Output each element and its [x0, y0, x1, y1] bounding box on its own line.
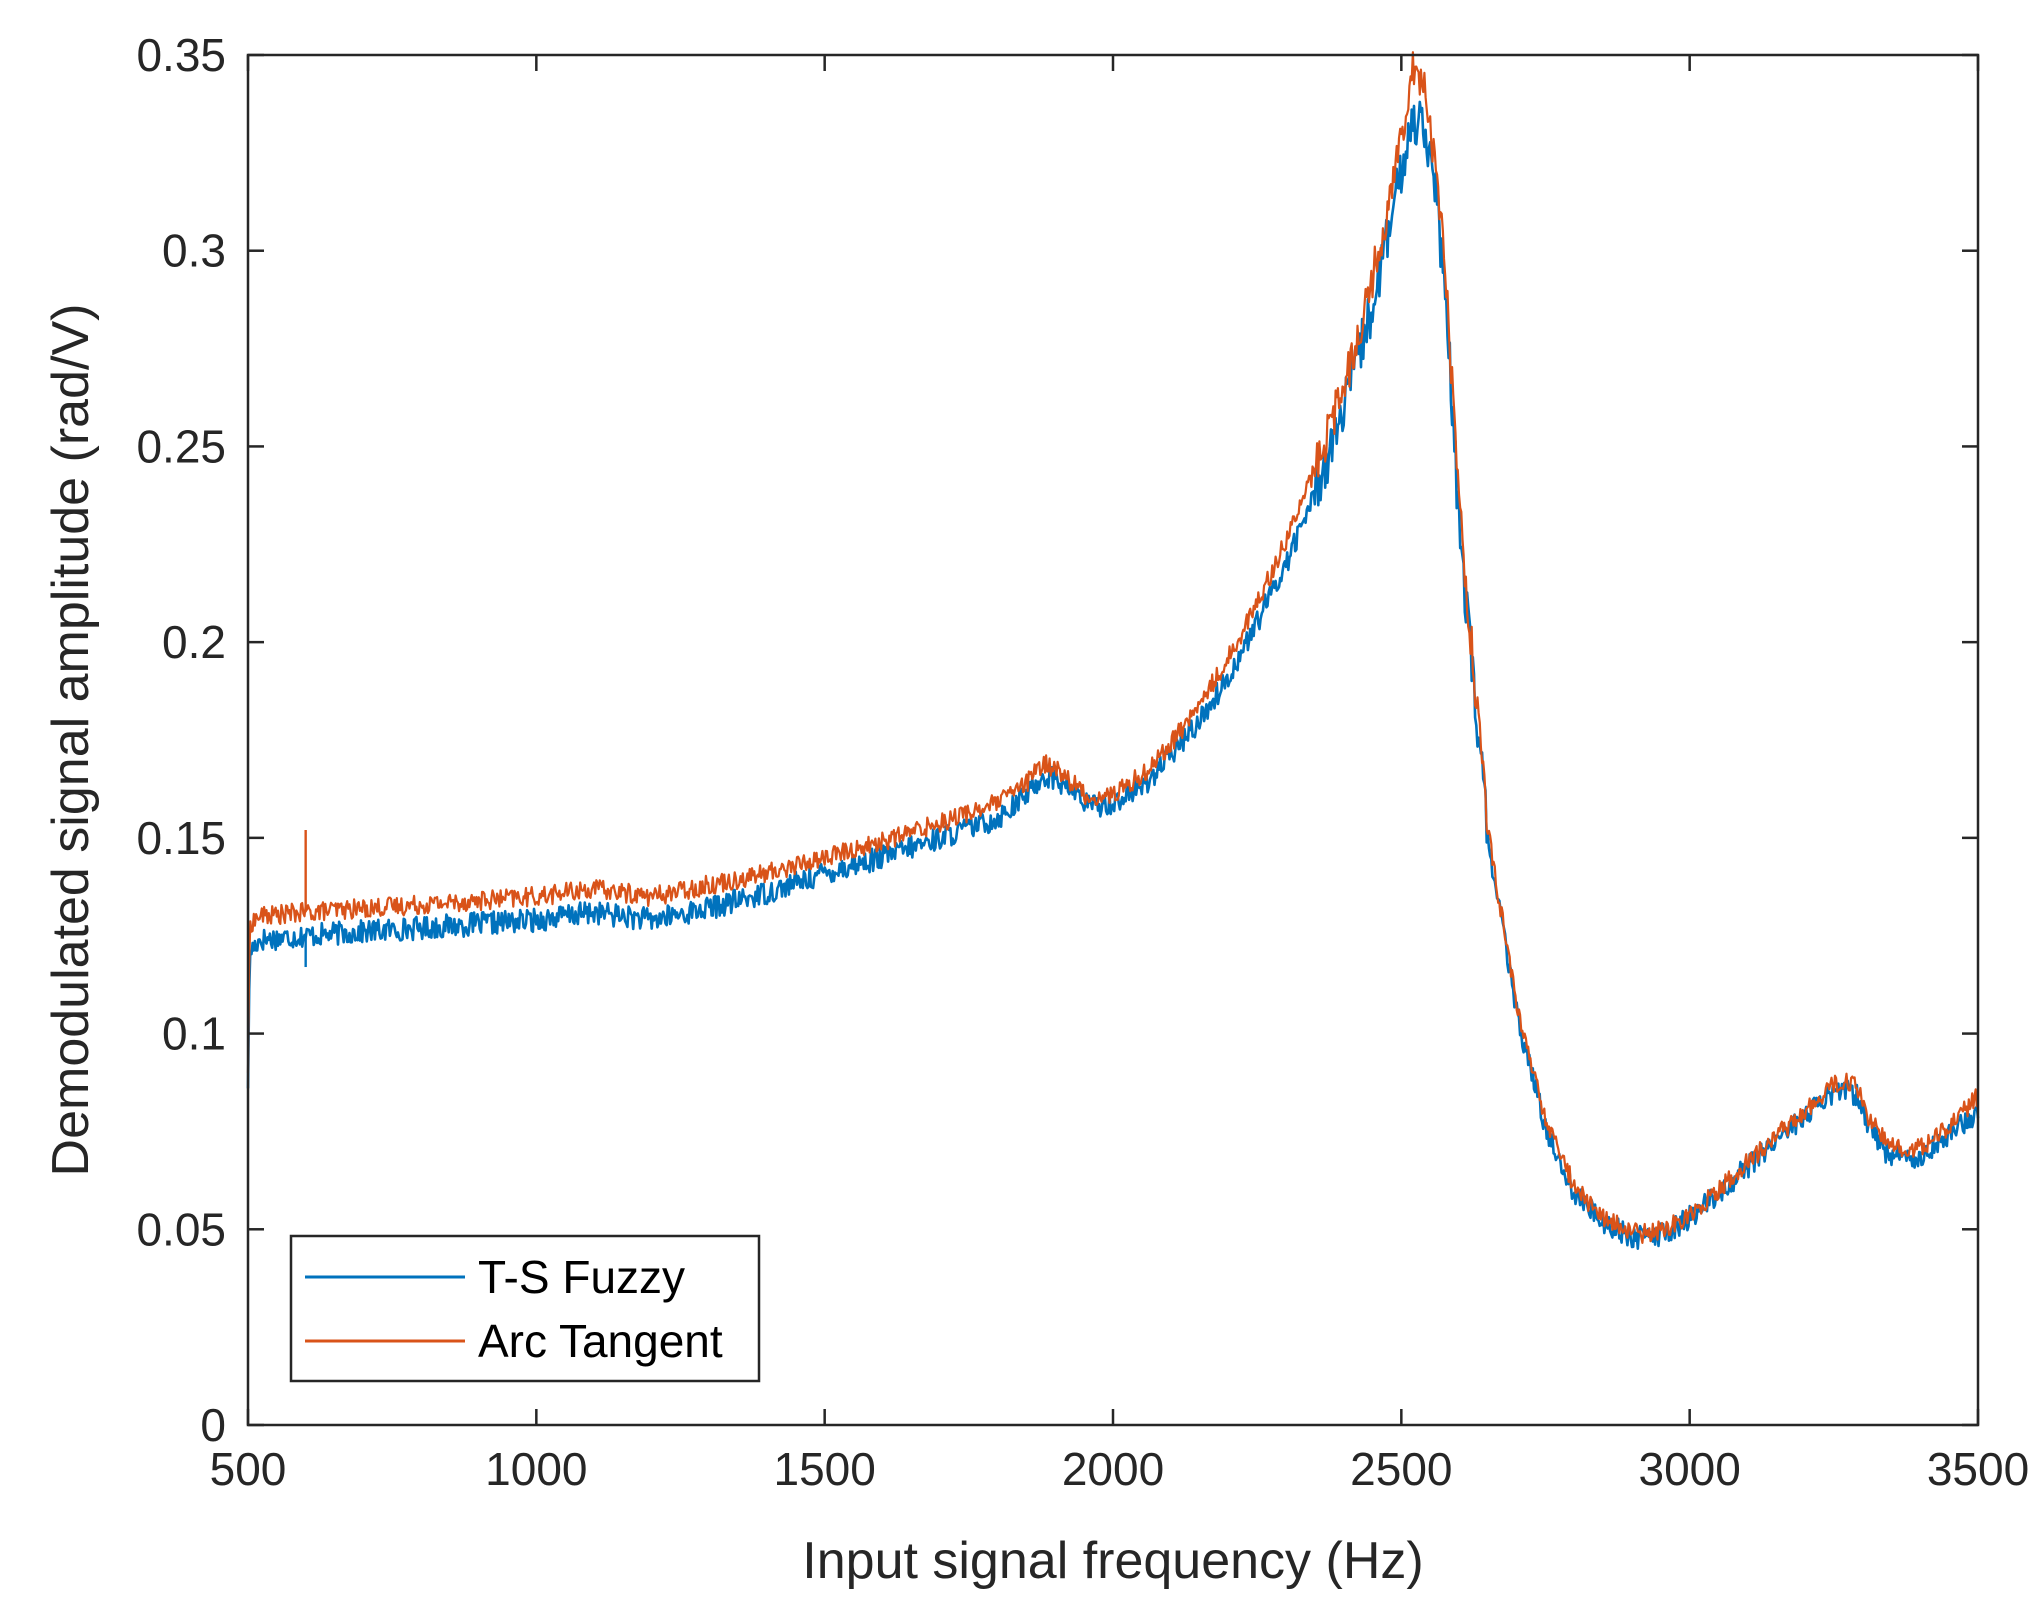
- x-tick-labels: 500 1000 1500 2000 2500 3000 3500: [210, 1443, 2030, 1495]
- legend-label-t-s-fuzzy: T-S Fuzzy: [478, 1251, 685, 1303]
- y-tick-label: 0.35: [136, 29, 226, 81]
- x-tick-label: 1500: [773, 1443, 875, 1495]
- plot-frame: [246, 53, 1980, 1427]
- plot-area-background: [248, 55, 1978, 1425]
- y-tick-labels: 0 0.05 0.1 0.15 0.2 0.25 0.3 0.35: [136, 29, 226, 1451]
- legend-label-arc-tangent: Arc Tangent: [478, 1315, 723, 1367]
- series-layer: [246, 51, 1980, 1250]
- legend-box: [289, 1234, 761, 1383]
- y-tick-label: 0.2: [162, 616, 226, 668]
- x-tick-label: 1000: [485, 1443, 587, 1495]
- y-tick-label: 0.3: [162, 225, 226, 277]
- y-axis-label: Demodulated signal amplitude (rad/V): [42, 304, 100, 1177]
- y-tick-label: 0.05: [136, 1203, 226, 1255]
- x-tick-label: 2500: [1350, 1443, 1452, 1495]
- y-tick-label: 0.25: [136, 420, 226, 472]
- x-tick-label: 3000: [1638, 1443, 1740, 1495]
- y-tick-label: 0: [200, 1399, 226, 1451]
- x-tick-label: 2000: [1062, 1443, 1164, 1495]
- x-tick-label: 3500: [1927, 1443, 2029, 1495]
- y-tick-label: 0.15: [136, 812, 226, 864]
- x-axis-label: Input signal frequency (Hz): [802, 1532, 1423, 1590]
- x-tick-label: 500: [210, 1443, 287, 1495]
- legend: T-S Fuzzy Arc Tangent: [289, 1234, 761, 1383]
- series-line-t-s-fuzzy: [246, 100, 1980, 1250]
- series-line-arc-tangent: [246, 51, 1979, 1245]
- y-tick-label: 0.1: [162, 1008, 226, 1060]
